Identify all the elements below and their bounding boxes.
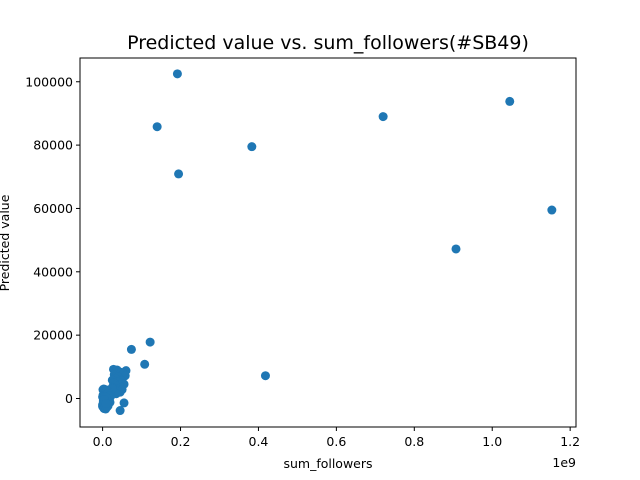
x-tick-label: 0.0 [93, 434, 113, 449]
y-tick-label: 100000 [25, 74, 73, 89]
scatter-point [152, 122, 162, 132]
y-tick-label: 80000 [33, 138, 73, 153]
y-tick-label: 0 [65, 391, 73, 406]
y-axis-ticks: 0 20000 40000 60000 80000 100000 [25, 74, 80, 406]
scatter-point [172, 69, 182, 79]
x-tick-label: 0.4 [249, 434, 269, 449]
scatter-points [98, 69, 557, 416]
scatter-point [115, 406, 125, 416]
x-axis-offset-label: 1e9 [552, 455, 576, 470]
x-tick-label: 1.2 [560, 434, 580, 449]
scatter-point [247, 142, 257, 152]
chart-title: Predicted value vs. sum_followers(#SB49) [127, 32, 529, 54]
x-axis-label: sum_followers [283, 456, 372, 471]
scatter-point [126, 344, 136, 354]
y-axis-label: Predicted value [0, 194, 12, 291]
scatter-point [174, 169, 184, 179]
x-tick-label: 0.6 [326, 434, 346, 449]
x-tick-label: 0.8 [404, 434, 424, 449]
y-tick-label: 60000 [33, 201, 73, 216]
scatter-point [145, 337, 155, 347]
plot-area [79, 57, 577, 428]
scatter-point [505, 96, 515, 106]
x-tick-label: 1.0 [482, 434, 502, 449]
y-tick-label: 20000 [33, 328, 73, 343]
scatter-point [451, 244, 461, 254]
x-tick-label: 0.2 [171, 434, 191, 449]
y-tick-label: 40000 [33, 264, 73, 279]
scatter-point [140, 359, 150, 369]
scatter-point [119, 398, 129, 408]
scatter-point [547, 205, 557, 215]
scatter-point [378, 112, 388, 122]
x-axis-ticks: 0.0 0.2 0.4 0.6 0.8 1.0 1.2 [93, 427, 580, 449]
scatter-point [101, 399, 111, 409]
scatter-point [260, 371, 270, 381]
